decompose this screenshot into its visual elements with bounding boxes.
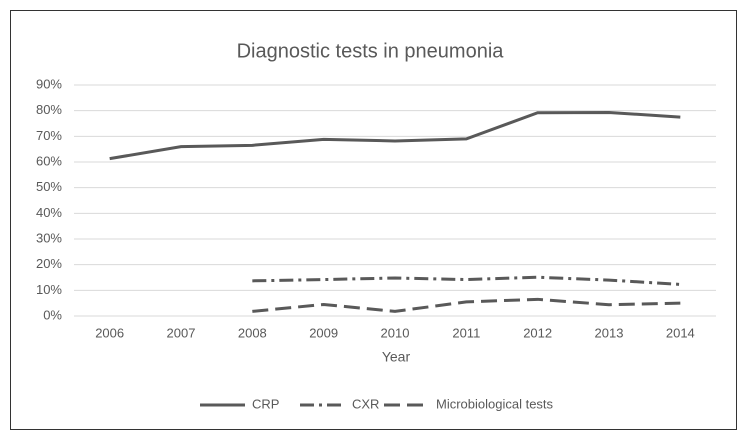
y-tick-label: 90% — [36, 76, 62, 91]
y-tick-label: 10% — [36, 282, 62, 297]
y-tick-label: 20% — [36, 256, 62, 271]
legend-label: CXR — [352, 396, 379, 411]
line-series — [109, 110, 681, 161]
y-tick-label: 30% — [36, 230, 62, 245]
chart-title: Diagnostic tests in pneumonia — [237, 40, 505, 62]
x-tick-label: 2006 — [95, 325, 124, 340]
legend-label: CRP — [252, 396, 279, 411]
legend-label: Microbiological tests — [436, 396, 554, 411]
x-tick-label: 2013 — [595, 325, 624, 340]
x-tick-label: 2012 — [523, 325, 552, 340]
chart-frame — [10, 10, 737, 430]
y-tick-label: 50% — [36, 179, 62, 194]
line-series — [252, 297, 681, 313]
y-tick-label: 70% — [36, 128, 62, 143]
y-tick-label: 80% — [36, 102, 62, 117]
x-tick-label: 2014 — [666, 325, 695, 340]
x-tick-label: 2010 — [381, 325, 410, 340]
x-axis-label: Year — [382, 349, 411, 365]
x-tick-label: 2011 — [452, 325, 480, 340]
x-tick-label: 2007 — [167, 325, 196, 340]
y-tick-label: 0% — [43, 307, 62, 322]
y-tick-label: 60% — [36, 153, 62, 168]
line-series — [252, 275, 681, 286]
y-tick-label: 40% — [36, 205, 62, 220]
x-tick-label: 2008 — [238, 325, 267, 340]
x-tick-label: 2009 — [309, 325, 338, 340]
